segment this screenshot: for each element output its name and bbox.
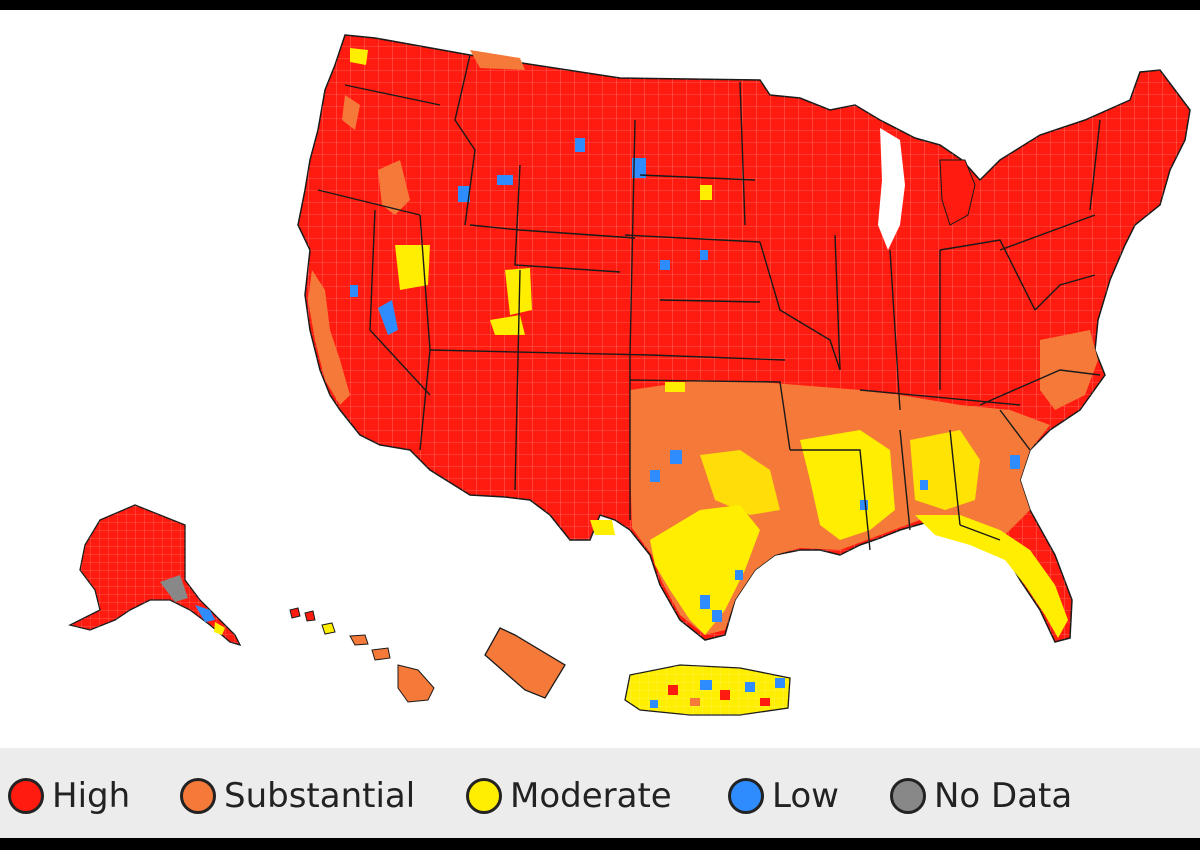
legend-item-low: Low (728, 778, 839, 814)
us-county-map (0, 10, 1200, 748)
map-svg (68, 34, 1191, 716)
low-regions (350, 138, 1020, 622)
low-swatch-icon (728, 778, 764, 814)
alaska (68, 504, 242, 647)
legend-label-high: High (52, 776, 131, 816)
legend-item-high: High (8, 778, 130, 814)
state-borders (317, 54, 1101, 551)
legend-label-substantial: Substantial (224, 776, 416, 816)
lake-michigan (878, 128, 905, 250)
dc-inset (484, 627, 566, 699)
legend: High Substantial Moderate Low No Data (0, 748, 1200, 838)
no-data-swatch-icon (890, 778, 926, 814)
substantial-swatch-icon (180, 778, 216, 814)
puerto-rico (624, 664, 791, 716)
legend-item-no-data: No Data (890, 778, 1072, 814)
legend-label-no-data: No Data (934, 776, 1073, 816)
legend-item-substantial: Substantial (180, 778, 415, 814)
legend-item-moderate: Moderate (466, 778, 672, 814)
legend-label-moderate: Moderate (510, 776, 672, 816)
moderate-swatch-icon (466, 778, 502, 814)
contiguous-us (297, 34, 1191, 643)
legend-label-low: Low (772, 776, 839, 816)
hawaii (289, 607, 435, 703)
high-swatch-icon (8, 778, 44, 814)
map-frame: High Substantial Moderate Low No Data (0, 10, 1200, 838)
alaska-no-data (160, 575, 188, 602)
